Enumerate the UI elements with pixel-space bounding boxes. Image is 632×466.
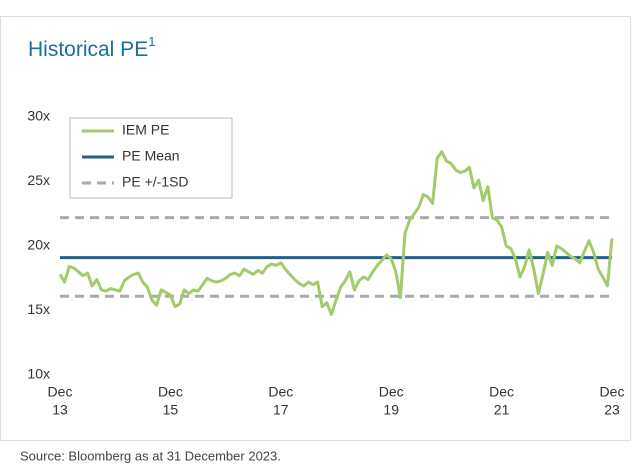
x-tick-label: 21 (494, 402, 510, 418)
panel-border (0, 16, 631, 441)
data-line (58, 150, 614, 316)
x-tick-label: Dec (268, 384, 293, 400)
y-tick-label: 30x (27, 108, 50, 124)
y-tick-label: 25x (27, 172, 50, 188)
y-tick-label: 20x (27, 237, 50, 253)
x-tick-label: 19 (383, 402, 399, 418)
legend-label: PE Mean (122, 148, 180, 164)
legend-label: IEM PE (122, 122, 169, 138)
x-tick-label: Dec (600, 384, 625, 400)
x-tick-label: Dec (48, 384, 73, 400)
x-tick-label: 13 (52, 402, 68, 418)
legend-label: PE +/-1SD (122, 174, 189, 190)
x-tick-label: Dec (158, 384, 183, 400)
source-note: Source: Bloomberg as at 31 December 2023… (20, 448, 281, 463)
x-tick-label: 23 (604, 402, 620, 418)
x-tick-label: Dec (489, 384, 514, 400)
y-tick-label: 10x (27, 366, 50, 382)
title-superscript: 1 (148, 34, 155, 49)
chart-title: Historical PE1 (28, 34, 155, 60)
y-tick-label: 15x (27, 301, 50, 317)
title-text: Historical PE (28, 38, 148, 61)
x-tick-label: Dec (379, 384, 404, 400)
x-tick-label: 17 (273, 402, 289, 418)
x-tick-label: 15 (163, 402, 179, 418)
